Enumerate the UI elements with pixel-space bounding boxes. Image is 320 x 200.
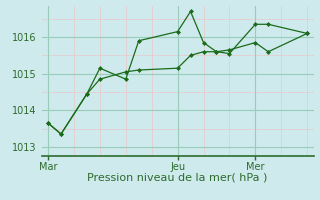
X-axis label: Pression niveau de la mer( hPa ): Pression niveau de la mer( hPa ) [87, 173, 268, 183]
